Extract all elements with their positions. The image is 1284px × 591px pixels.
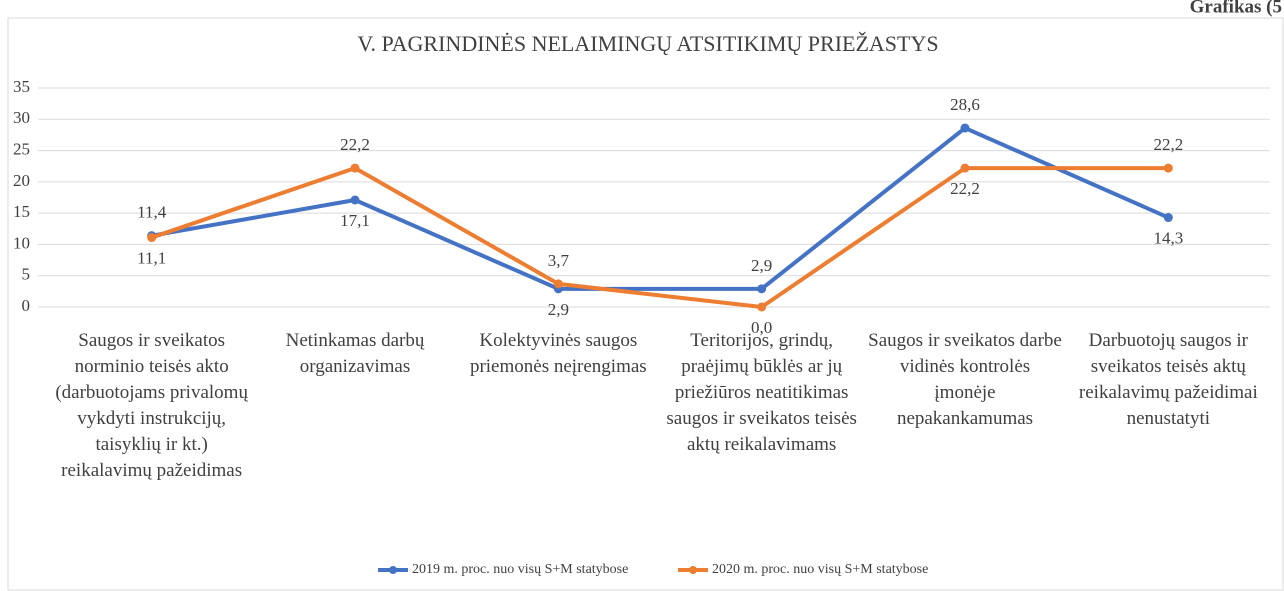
data-label: 11,1	[137, 248, 166, 267]
data-label: 14,3	[1153, 228, 1183, 247]
data-label: 28,6	[950, 95, 980, 114]
y-tick-label: 10	[13, 233, 30, 252]
point	[960, 123, 970, 133]
x-tick-label: Teritorijos, grindų, praėjimų būklės ar …	[666, 330, 857, 455]
x-tick-label: Saugos ir sveikatos norminio teisės akto…	[55, 330, 248, 481]
point	[1163, 163, 1173, 173]
y-tick-label: 30	[13, 108, 30, 127]
chart-border	[7, 17, 1284, 591]
point	[757, 284, 767, 294]
chart-title: V. PAGRINDINĖS NELAIMINGŲ ATSITIKIMŲ PRI…	[357, 31, 938, 56]
legend-marker	[689, 566, 697, 574]
page-label: Grafikas (5	[1190, 0, 1282, 17]
y-tick-label: 15	[13, 202, 30, 221]
data-label: 2,9	[548, 300, 569, 319]
data-label: 11,4	[137, 203, 167, 222]
data-label: 22,2	[340, 135, 370, 154]
point	[350, 195, 360, 205]
y-tick-label: 5	[22, 265, 31, 284]
data-label: 0,0	[751, 318, 772, 337]
point	[553, 279, 563, 289]
y-tick-label: 0	[22, 296, 31, 315]
y-tick-label: 20	[13, 171, 30, 190]
data-label: 17,1	[340, 211, 370, 230]
point	[350, 163, 360, 173]
data-label: 22,2	[1153, 135, 1183, 154]
point	[960, 163, 970, 173]
point	[1163, 213, 1173, 223]
data-label: 2,9	[751, 256, 772, 275]
point	[757, 302, 767, 312]
y-tick-label: 25	[13, 139, 30, 158]
x-tick-label: Darbuotojų saugos ir sveikatos teisės ak…	[1078, 330, 1258, 429]
line-series	[151, 166, 1169, 309]
point	[147, 233, 157, 243]
legend-label: 2020 m. proc. nuo visų S+M statybose	[712, 562, 928, 577]
legend-marker	[389, 566, 397, 574]
x-tick-label: Netinkamas darbų organizavimas	[285, 330, 425, 377]
legend-label: 2019 m. proc. nuo visų S+M statybose	[412, 562, 628, 577]
data-label: 3,7	[548, 251, 570, 270]
x-tick-label: Saugos ir sveikatos darbe vidinės kontro…	[868, 330, 1062, 429]
line-series	[151, 126, 1170, 291]
data-label: 22,2	[950, 179, 980, 198]
y-tick-label: 35	[13, 77, 30, 96]
x-tick-label: Kolektyvinės saugos priemonės neįrengima…	[469, 330, 647, 377]
